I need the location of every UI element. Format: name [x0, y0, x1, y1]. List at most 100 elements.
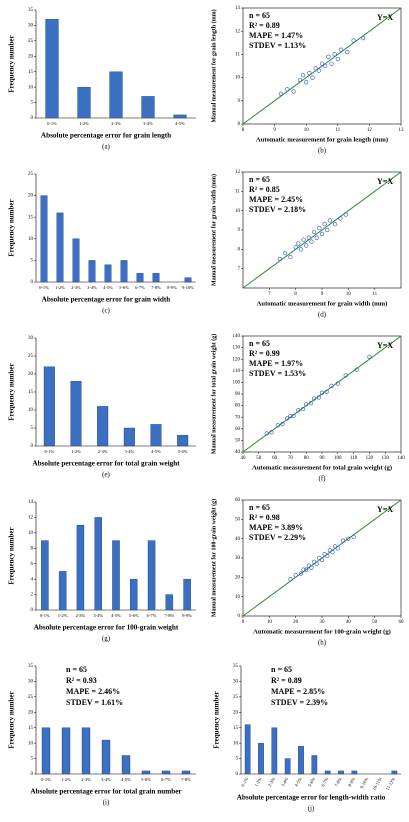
- y-tick-label: 0: [238, 614, 241, 619]
- bar: [141, 96, 155, 119]
- annotation: STDEV = 2.29%: [249, 533, 306, 542]
- point: [285, 87, 290, 92]
- caption: (d): [318, 311, 327, 319]
- x-tick-label: 2-3%: [267, 776, 276, 787]
- point: [327, 218, 333, 223]
- x-tick-label: 1-2%: [58, 613, 68, 618]
- y-tick-label: 30: [28, 24, 34, 29]
- point: [343, 373, 348, 378]
- point: [330, 550, 335, 555]
- annotation: n = 65: [249, 175, 270, 184]
- x-tick-label: 3-4%: [143, 121, 153, 126]
- x-tick-label: 0-1%: [44, 449, 54, 454]
- x-tick-label: 4-5%: [121, 777, 131, 782]
- annotation: R² = 0.99: [249, 349, 280, 358]
- annotation: n = 65: [249, 11, 270, 20]
- y-tick-label: 10: [28, 85, 34, 90]
- bar: [161, 770, 171, 775]
- point: [298, 247, 304, 252]
- x-tick-label: 40: [241, 456, 247, 461]
- annotation: MAPE = 2.85%: [271, 687, 325, 696]
- y-tick-label: 7: [238, 267, 241, 272]
- x-tick-label: 20: [293, 620, 299, 625]
- y-tick-label: 30: [28, 680, 34, 685]
- x-tick-label: 11: [372, 292, 377, 297]
- y-tick-label: 30: [28, 336, 34, 341]
- identity-line: [242, 7, 402, 125]
- bar: [101, 739, 111, 775]
- bar: [94, 517, 102, 611]
- x-tick-label: 90: [320, 456, 326, 461]
- bar: [150, 424, 162, 447]
- point: [345, 49, 350, 55]
- annotation: R² = 0.89: [249, 21, 280, 30]
- x-tick-label: 3-4%: [124, 449, 134, 454]
- caption: (a): [102, 143, 110, 151]
- point: [367, 354, 372, 359]
- annotation: MAPE = 3.89%: [249, 523, 303, 532]
- x-tick-label: 3-4%: [101, 777, 111, 782]
- annotation: STDEV = 1.61%: [66, 698, 123, 707]
- y-tick-label: 70: [235, 415, 241, 420]
- x-tick-label: 9: [273, 128, 276, 133]
- point: [264, 431, 269, 436]
- x-tick-label: 1-2%: [79, 121, 89, 126]
- annotation: STDEV = 1.53%: [249, 369, 306, 378]
- point: [316, 68, 321, 73]
- x-tick-label: 3-4%: [280, 776, 289, 787]
- point: [269, 430, 274, 435]
- y-axis-label: Frequency number: [8, 35, 16, 92]
- y-tick-label: 110: [233, 369, 241, 374]
- point: [296, 408, 301, 413]
- bar: [97, 406, 109, 447]
- bar: [258, 742, 264, 775]
- bar: [58, 571, 67, 611]
- point: [319, 557, 325, 563]
- caption: (j): [308, 805, 315, 813]
- point: [313, 66, 318, 71]
- y-axis-label: Manual measurement for grain length (mm): [210, 9, 217, 122]
- y-tick-label: 5: [31, 101, 34, 106]
- y-tick-label: 35: [28, 664, 34, 669]
- point: [338, 216, 343, 221]
- y-tick-label: 25: [28, 172, 34, 177]
- bar: [109, 71, 123, 119]
- y-tick-label: 25: [28, 354, 34, 359]
- x-axis-label: Absolute percentage error for 100-grain …: [34, 624, 179, 632]
- point: [288, 577, 293, 582]
- y-tick-label: 30: [235, 556, 241, 561]
- x-tick-label: 11: [335, 128, 340, 133]
- x-tick-label: 0: [242, 620, 245, 625]
- y-axis-label: Frequency number: [8, 691, 16, 748]
- point: [293, 573, 298, 578]
- x-axis-label: Absolute percentage error for total grai…: [32, 460, 180, 468]
- x-tick-label: 100: [334, 456, 342, 461]
- y-tick-label: 8: [31, 546, 34, 551]
- x-tick-label: 7: [268, 292, 271, 297]
- point: [309, 565, 314, 570]
- x-tick-label: 3-4%: [87, 285, 97, 290]
- bar: [43, 366, 55, 447]
- x-tick-label: 8: [294, 292, 297, 297]
- y-tick-label: 20: [233, 710, 239, 715]
- point: [309, 239, 314, 244]
- point: [304, 243, 309, 248]
- point: [335, 546, 340, 551]
- y-axis-label: Frequency number: [8, 527, 16, 584]
- point: [324, 389, 329, 394]
- annotation: MAPE = 2.46%: [66, 687, 120, 696]
- x-tick-label: 50: [372, 620, 378, 625]
- point: [308, 401, 314, 406]
- y-tick-label: 10: [235, 595, 241, 600]
- y-tick-label: 12: [28, 516, 34, 521]
- y-tick-label: 25: [28, 39, 34, 44]
- x-tick-label: 5-6%: [129, 613, 139, 618]
- y-tick-label: 5: [236, 757, 239, 762]
- point: [304, 402, 309, 407]
- y-tick-label: 14: [28, 500, 34, 505]
- bar: [183, 578, 191, 611]
- x-tick-label: 1-2%: [71, 449, 81, 454]
- point: [288, 254, 293, 260]
- x-tick-label: 4-5%: [175, 121, 185, 126]
